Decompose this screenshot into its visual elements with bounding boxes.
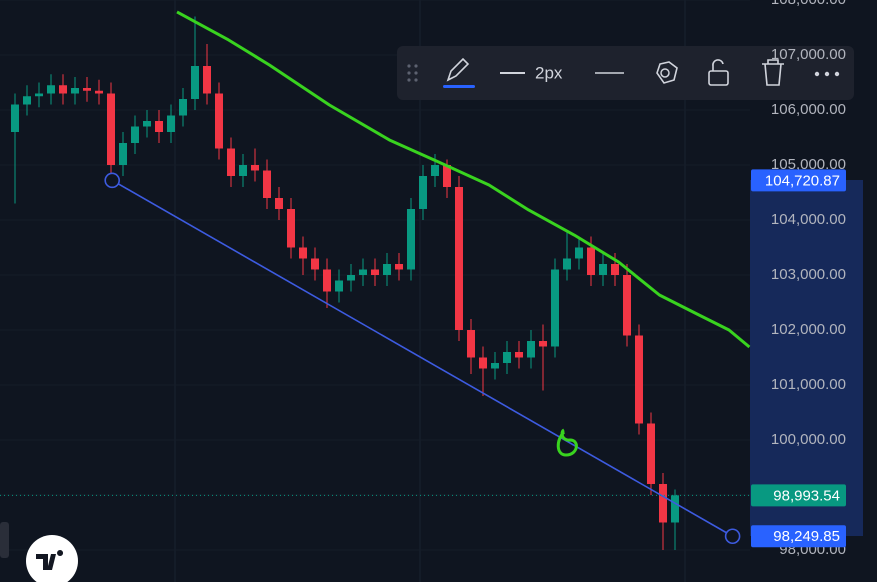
candle-body	[203, 65, 211, 94]
hand-drawing	[556, 428, 578, 457]
candle-body	[167, 115, 175, 132]
candle-body	[179, 98, 187, 116]
candle-body	[347, 274, 355, 281]
candle-body	[515, 351, 523, 358]
moving-average	[176, 10, 751, 349]
candle-body	[263, 170, 271, 198]
candle-body	[311, 258, 319, 270]
side-toggle[interactable]	[0, 522, 9, 558]
candle-body	[479, 357, 487, 369]
candle-body	[59, 85, 67, 94]
price-tag-label: 98,249.85	[773, 528, 840, 545]
y-tick-label: 104,000.00	[771, 211, 846, 228]
candle-body	[611, 263, 619, 275]
candle-body	[359, 269, 367, 275]
price-tag	[751, 525, 846, 548]
y-tick-label: 101,000.00	[771, 376, 846, 393]
candle-body	[83, 87, 91, 91]
y-tick-label: 100,000.00	[771, 431, 846, 448]
candle-body	[647, 423, 655, 484]
axis-selection	[750, 180, 863, 536]
trendline-handle	[104, 172, 120, 189]
candle-body	[407, 208, 415, 270]
candle-body	[95, 90, 103, 94]
candle-body	[299, 247, 307, 259]
candle-body	[539, 340, 547, 347]
pencil-icon[interactable]	[446, 57, 470, 82]
candle-body	[467, 329, 475, 358]
candle-body	[395, 263, 403, 270]
candle-body	[335, 280, 343, 292]
trendline	[111, 179, 733, 537]
candle-body	[563, 258, 571, 270]
candle-body	[419, 175, 427, 209]
candle-body	[47, 85, 55, 94]
candle-body	[287, 208, 295, 248]
trendline-handle	[724, 528, 741, 545]
candle-body	[551, 269, 559, 347]
settings-icon[interactable]	[656, 61, 678, 84]
y-tick-label: 105,000.00	[771, 156, 846, 173]
candle-body	[119, 142, 127, 165]
candle-body	[131, 126, 139, 143]
candle-body	[527, 340, 535, 358]
price-tag	[751, 484, 846, 507]
logo	[26, 535, 78, 582]
toolbar-bg	[397, 46, 854, 100]
price-tag-label: 104,720.87	[765, 172, 840, 189]
price-tag-label: 98,993.54	[773, 487, 840, 504]
candle-body	[659, 483, 667, 523]
candle-body	[671, 495, 679, 523]
more-icon[interactable]	[814, 71, 840, 77]
candle-body	[491, 362, 499, 369]
candle-body	[635, 335, 643, 424]
candle-body	[227, 148, 235, 176]
candle-body	[275, 197, 283, 209]
candle-body	[623, 274, 631, 336]
lock-icon[interactable]	[708, 70, 729, 86]
candle-body	[323, 269, 331, 292]
delete-icon[interactable]	[762, 59, 784, 86]
logo-mark	[36, 550, 64, 570]
candle-body	[155, 120, 163, 132]
y-tick-label: 107,000.00	[771, 46, 846, 63]
candle-body	[503, 351, 511, 363]
candle-body	[587, 247, 595, 275]
plot	[0, 10, 751, 550]
candle-body	[371, 269, 379, 275]
candle-body	[143, 120, 151, 127]
candle-body	[191, 65, 199, 99]
price-tag	[751, 169, 846, 192]
y-tick-label: 108,000.00	[771, 0, 846, 8]
candle-body	[239, 164, 247, 176]
candle-body	[455, 186, 463, 330]
candle-body	[599, 263, 607, 275]
candle-body	[107, 93, 115, 165]
candle-body	[23, 96, 31, 105]
y-tick-label: 102,000.00	[771, 321, 846, 338]
candle-body	[431, 164, 439, 176]
candle-body	[71, 87, 79, 94]
drag-handle	[407, 64, 418, 82]
candle-body	[575, 247, 583, 259]
candle-body	[35, 93, 43, 97]
candle-body	[11, 104, 19, 132]
color-swatch[interactable]	[443, 85, 475, 88]
settings-dot	[660, 68, 670, 78]
lock-shackle	[712, 59, 724, 71]
y-tick-label: 103,000.00	[771, 266, 846, 283]
candle-body	[383, 263, 391, 275]
candle-body	[251, 164, 259, 171]
candle-body	[215, 93, 223, 149]
toolbar: 2px	[397, 46, 854, 100]
y-tick-label: 106,000.00	[771, 101, 846, 118]
candle-body	[443, 164, 451, 187]
line-width[interactable]: 2px	[535, 63, 563, 82]
